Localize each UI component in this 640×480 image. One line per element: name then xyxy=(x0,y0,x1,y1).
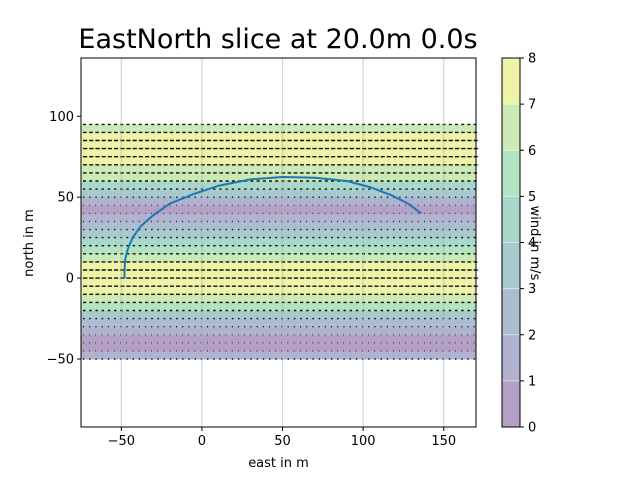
plot-frame xyxy=(80,57,477,428)
y-tick-label: 50 xyxy=(57,191,74,206)
colorbar-tick-label: 1 xyxy=(528,374,536,389)
contour-band xyxy=(81,270,477,279)
contour-band xyxy=(81,294,477,303)
contour-bands xyxy=(81,124,477,360)
contour-band xyxy=(81,245,477,255)
contour-band xyxy=(81,286,477,295)
colorbar-segment xyxy=(502,196,520,243)
contour-band xyxy=(81,261,477,271)
x-axis: −50 0 50 100 150 xyxy=(108,427,456,449)
trajectory xyxy=(123,176,422,279)
contour-band xyxy=(81,213,477,222)
contour-band xyxy=(81,318,477,328)
contour-band xyxy=(81,310,477,320)
colorbar-segment xyxy=(502,288,520,336)
y-tick-label: 100 xyxy=(49,110,74,125)
y-axis: −50 0 50 100 xyxy=(47,110,81,368)
y-tick-label: −50 xyxy=(47,353,74,368)
colorbar-tick-label: 2 xyxy=(528,328,536,343)
y-axis-label: north in m xyxy=(22,209,37,277)
grid-lines xyxy=(120,58,445,427)
contour-band xyxy=(81,156,477,166)
colorbar-tick-label: 0 xyxy=(528,421,536,436)
contour-band xyxy=(81,237,477,247)
contour-band xyxy=(81,302,477,311)
colorbar-segment xyxy=(502,242,520,290)
x-tick-label: 0 xyxy=(198,434,206,449)
colorbar-tick-label: 7 xyxy=(528,98,536,113)
chart-title: EastNorth slice at 20.0m 0.0s xyxy=(78,24,477,55)
y-tick-label: 0 xyxy=(66,272,74,287)
contour-band xyxy=(81,221,477,231)
colorbar-tick-label: 5 xyxy=(528,190,536,205)
contour-band xyxy=(81,140,477,150)
contour-band xyxy=(81,278,477,287)
contour-band xyxy=(81,229,477,239)
colorbar-tick-label: 8 xyxy=(528,52,536,67)
x-tick-label: −50 xyxy=(108,434,135,449)
contour-band xyxy=(81,181,477,190)
x-tick-label: 100 xyxy=(351,434,376,449)
plot-area xyxy=(80,57,478,428)
colorbar-segment xyxy=(502,380,520,428)
colorbar-tick-label: 4 xyxy=(528,236,536,251)
colorbar-tick-label: 3 xyxy=(528,282,536,297)
contour-band xyxy=(81,326,477,336)
colorbar-segment xyxy=(502,58,520,105)
contour-band xyxy=(81,148,477,158)
contour-band xyxy=(81,205,477,214)
wind-arrows xyxy=(83,123,478,360)
contour-band xyxy=(81,189,477,198)
contour-band xyxy=(81,164,477,174)
colorbar-segment xyxy=(502,150,520,197)
colorbar-segment xyxy=(502,104,520,151)
x-tick-label: 50 xyxy=(274,434,291,449)
x-axis-label: east in m xyxy=(248,456,309,471)
colorbar-segment xyxy=(502,334,520,382)
x-tick-label: 150 xyxy=(431,434,456,449)
contour-band xyxy=(81,132,477,142)
contour-band xyxy=(81,124,477,133)
colorbar-tick-label: 6 xyxy=(528,144,536,159)
contour-band xyxy=(81,342,477,352)
contour-band xyxy=(81,253,477,263)
contour-band xyxy=(81,197,477,206)
trajectory-line xyxy=(123,176,422,279)
colorbar: 0 1 2 3 4 5 6 7 8 xyxy=(501,52,536,436)
colorbar-label: wind in m/s xyxy=(527,206,542,281)
contour-band xyxy=(81,350,477,360)
contour-band xyxy=(81,334,477,344)
